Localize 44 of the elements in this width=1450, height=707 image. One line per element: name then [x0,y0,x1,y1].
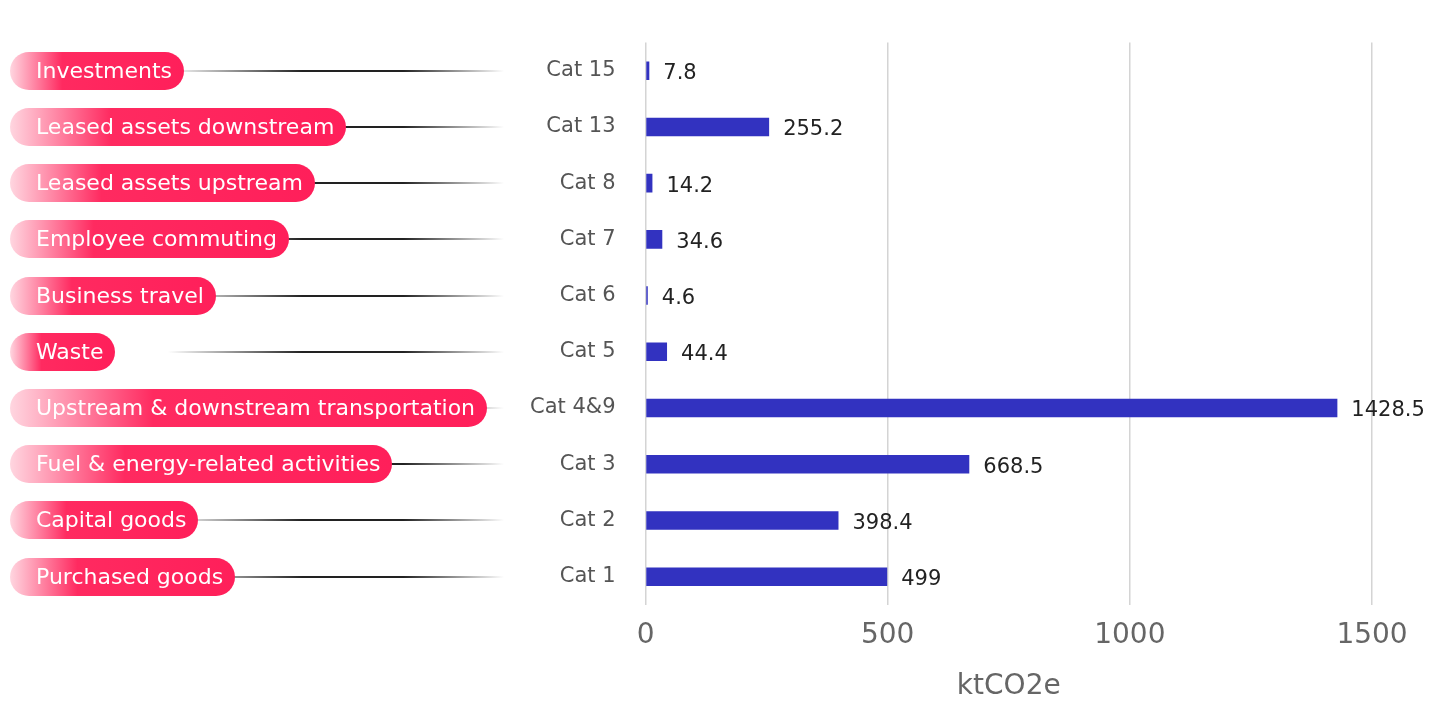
y-tick-label: Cat 13 [546,113,616,138]
data-label: 14.2 [666,172,714,197]
bar [646,511,839,530]
bar [646,61,650,80]
x-tick-label: 1500 [1336,616,1408,650]
text: Leased assets downstream [10,107,347,146]
bar [646,398,1338,418]
data-label: 4.6 [661,285,696,310]
bar [646,567,888,586]
data-label: 668.5 [983,453,1044,478]
text: Capital goods [10,501,199,540]
x-tick-label: 0 [636,616,655,650]
y-tick-label: Cat 5 [559,338,616,363]
data-label: 34.6 [676,228,724,253]
text: Leased assets upstream [10,164,315,203]
y-tick-label: Cat 7 [559,225,616,250]
y-tick-label: Cat 4&9 [529,394,616,419]
x-tick-label: 1000 [1094,616,1166,650]
data-label: 44.4 [681,341,728,366]
text: Investments [10,51,185,90]
data-label: 398.4 [852,509,913,534]
y-tick-label: Cat 1 [559,563,616,588]
data-label: 255.2 [783,116,844,141]
y-tick-label: Cat 15 [546,57,616,82]
x-axis-title: ktCO2e [956,668,1061,702]
y-tick-label: Cat 8 [559,169,616,194]
text: Business travel [10,276,216,315]
y-tick-label: Cat 6 [559,282,616,307]
text: Fuel & energy-related activities [10,445,393,484]
bar [646,230,663,249]
data-label: 499 [901,566,942,591]
y-tick-label: Cat 2 [559,506,616,531]
x-tick-label: 500 [860,616,915,650]
bar [646,117,770,137]
bar [646,342,668,362]
text: Employee commuting [10,220,289,259]
text: Purchased goods [10,557,236,596]
text: Waste [10,332,116,371]
data-label: 1428.5 [1351,397,1425,422]
y-tick-label: Cat 3 [559,450,616,475]
text: Upstream & downstream transportation [10,389,488,428]
bar [646,454,970,474]
bar [646,173,653,193]
data-label: 7.8 [663,60,697,85]
